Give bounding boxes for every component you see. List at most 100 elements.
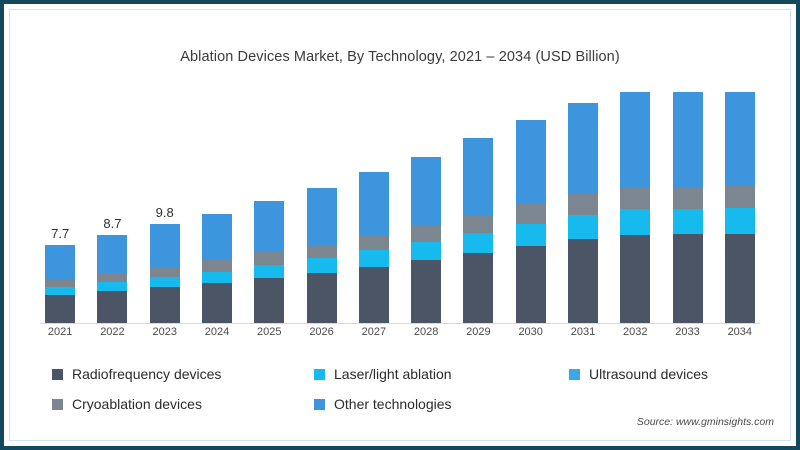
bar-segment[interactable] <box>97 272 128 282</box>
bar-segment[interactable] <box>567 239 598 323</box>
bar-slot[interactable]: 9.8 <box>145 92 185 323</box>
bar-slot[interactable] <box>301 92 341 323</box>
bar-segment[interactable] <box>254 277 285 323</box>
legend-item[interactable]: Other technologies <box>314 389 569 419</box>
bar-segment[interactable] <box>515 224 546 247</box>
bar-slot[interactable]: 7.7 <box>40 92 80 323</box>
bar-segment[interactable] <box>515 120 546 204</box>
legend-item[interactable]: Laser/light ablation <box>314 359 569 389</box>
bar-slot[interactable] <box>406 92 446 323</box>
bar-segment[interactable] <box>620 234 651 323</box>
bar-segment[interactable] <box>306 245 337 259</box>
bar-segment[interactable] <box>306 187 337 246</box>
bar-segment[interactable] <box>515 204 546 225</box>
bar-segment[interactable] <box>97 235 128 273</box>
bar-segment[interactable] <box>358 266 389 323</box>
bar-segment[interactable] <box>202 260 232 272</box>
bar-segment[interactable] <box>463 138 494 216</box>
bar-segment[interactable] <box>620 92 651 188</box>
bar-segment[interactable] <box>567 103 598 194</box>
bar-slot[interactable] <box>511 92 551 323</box>
stacked-bar[interactable] <box>411 156 442 323</box>
bar-segment[interactable] <box>358 235 389 251</box>
bar-segment[interactable] <box>724 186 755 209</box>
bar-segment[interactable] <box>149 224 180 267</box>
bar-segment[interactable] <box>620 209 651 235</box>
bar-segment[interactable] <box>672 92 703 187</box>
bar-slot[interactable] <box>615 92 655 323</box>
bar-segment[interactable] <box>45 245 76 279</box>
bar-segment[interactable] <box>149 276 180 287</box>
bar-segment[interactable] <box>306 272 337 323</box>
stacked-bar[interactable] <box>149 224 180 323</box>
bar-segment[interactable] <box>620 187 651 210</box>
stacked-bar[interactable] <box>724 92 755 323</box>
bar-segment[interactable] <box>45 286 76 295</box>
bar-segment[interactable] <box>202 282 232 323</box>
legend-item[interactable]: Ultrasound devices <box>569 359 749 389</box>
bar-slot[interactable]: 8.7 <box>92 92 132 323</box>
bar-segment[interactable] <box>97 290 128 323</box>
bar-segment[interactable] <box>306 258 337 273</box>
bar-segment[interactable] <box>672 186 703 210</box>
bar-segment[interactable] <box>45 278 76 287</box>
stacked-bar[interactable] <box>45 245 76 323</box>
bar-segment[interactable] <box>411 156 442 227</box>
bar-segment[interactable] <box>254 252 285 265</box>
bar-segment[interactable] <box>202 271 232 283</box>
bar-segment[interactable] <box>149 286 180 323</box>
bar-slot[interactable] <box>458 92 498 323</box>
stacked-bar[interactable] <box>515 120 546 323</box>
stacked-bar[interactable] <box>463 138 494 323</box>
stacked-bar[interactable] <box>97 235 128 323</box>
bar-segment[interactable] <box>724 233 755 323</box>
legend-item[interactable]: Cryoablation devices <box>52 389 314 419</box>
chart-legend: Radiofrequency devices Laser/light ablati… <box>52 359 752 419</box>
bar-segment[interactable] <box>149 266 180 277</box>
bar-segment[interactable] <box>254 264 285 278</box>
bar-slot[interactable] <box>667 92 707 323</box>
x-tick-label: 2021 <box>47 326 73 338</box>
bar-segment[interactable] <box>45 294 76 323</box>
bar-segment[interactable] <box>463 233 494 254</box>
bar-slot[interactable] <box>197 92 237 323</box>
bar-segment[interactable] <box>672 234 703 323</box>
stacked-bar[interactable] <box>254 200 285 323</box>
bar-slot[interactable] <box>720 92 760 323</box>
legend-swatch-icon <box>52 368 63 380</box>
legend-item[interactable]: Radiofrequency devices <box>52 359 314 389</box>
x-tick-label: 2026 <box>309 326 334 338</box>
bar-segment[interactable] <box>202 214 232 261</box>
bar-segment[interactable] <box>724 208 755 234</box>
bar-slot[interactable] <box>354 92 394 323</box>
bar-segment[interactable] <box>411 242 442 261</box>
legend-swatch-icon <box>314 398 325 410</box>
bar-value-label: 7.7 <box>51 226 70 242</box>
stacked-bar[interactable] <box>620 92 651 323</box>
bar-segment[interactable] <box>411 226 442 243</box>
bar-segment[interactable] <box>358 250 389 267</box>
x-tick-label: 2027 <box>361 326 387 338</box>
stacked-bar[interactable] <box>567 103 598 323</box>
x-axis-tick-labels: 2021 2022 2023 2024 2025 2026 2027 2028 2029 2030… <box>40 326 760 346</box>
bar-segment[interactable] <box>724 92 755 187</box>
bar-segment[interactable] <box>567 215 598 240</box>
bar-segment[interactable] <box>672 209 703 235</box>
bar-segment[interactable] <box>97 281 128 291</box>
bar-slot[interactable] <box>563 92 603 323</box>
stacked-bar[interactable] <box>202 214 232 323</box>
stacked-bar[interactable] <box>306 187 337 323</box>
bar-segment[interactable] <box>515 246 546 323</box>
bar-segment[interactable] <box>254 200 285 253</box>
stacked-bar[interactable] <box>672 92 703 323</box>
bar-segment[interactable] <box>358 171 389 236</box>
x-tick-label: 2025 <box>257 326 282 338</box>
legend-label: Radiofrequency devices <box>72 366 222 382</box>
x-tick-label: 2028 <box>413 326 439 338</box>
bar-segment[interactable] <box>411 260 442 323</box>
bar-slot[interactable] <box>249 92 289 323</box>
bar-segment[interactable] <box>567 193 598 216</box>
stacked-bar[interactable] <box>358 171 389 323</box>
bar-segment[interactable] <box>463 215 494 234</box>
bar-segment[interactable] <box>463 253 494 323</box>
